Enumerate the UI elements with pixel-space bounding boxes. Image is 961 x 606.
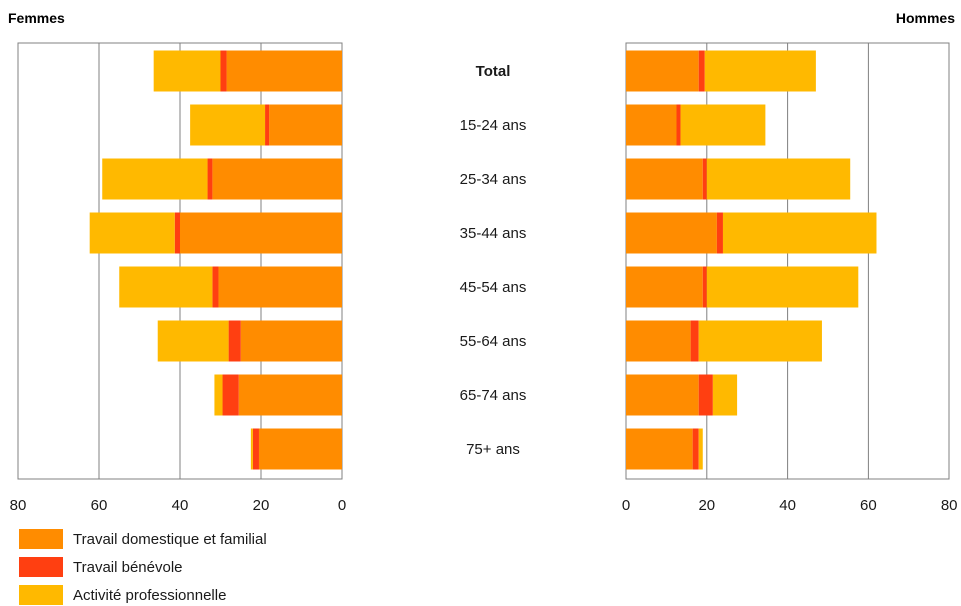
hommes-tick-label-20: 20 — [698, 497, 715, 514]
femmes-tick-label-60: 60 — [91, 497, 108, 514]
femmes-bar-activite-professionnelle-55-64-ans — [157, 320, 229, 362]
hommes-tick-label-80: 80 — [941, 497, 958, 514]
hommes-bar-travail-benevole-55-64-ans — [690, 320, 699, 362]
femmes-bar-travail-domestique-et-familial-35-44-ans — [180, 212, 342, 254]
femmes-tick-labels: 80 60 40 20 0 — [10, 497, 347, 514]
legend-label-travail-domestique-et-familial: Travail domestique et familial — [73, 531, 267, 548]
femmes-bar-activite-professionnelle-15-24-ans — [190, 104, 266, 146]
hommes-bar-travail-domestique-et-familial-45-54-ans — [626, 266, 703, 308]
hommes-tick-label-60: 60 — [860, 497, 877, 514]
femmes-bar-activite-professionnelle-65-74-ans — [214, 374, 223, 416]
femmes-bar-travail-benevole-total — [220, 50, 227, 92]
femmes-tick-label-80: 80 — [10, 497, 27, 514]
femmes-bar-travail-benevole-65-74-ans — [222, 374, 239, 416]
hommes-bar-travail-benevole-35-44-ans — [716, 212, 723, 254]
hommes-bar-travail-domestique-et-familial-25-34-ans — [626, 158, 703, 200]
femmes-bar-activite-professionnelle-45-54-ans — [119, 266, 213, 308]
hommes-bar-travail-domestique-et-familial-total — [626, 50, 699, 92]
femmes-bar-travail-benevole-15-24-ans — [265, 104, 270, 146]
category-label-25-34-ans: 25-34 ans — [460, 171, 527, 188]
hommes-bar-travail-benevole-45-54-ans — [702, 266, 707, 308]
femmes-bar-travail-domestique-et-familial-65-74-ans — [238, 374, 342, 416]
legend-swatch-travail-benevole — [19, 557, 63, 577]
hommes-bar-travail-benevole-65-74-ans — [698, 374, 713, 416]
femmes-bar-travail-domestique-et-familial-15-24-ans — [269, 104, 342, 146]
hommes-bar-activite-professionnelle-35-44-ans — [722, 212, 877, 254]
hommes-bar-travail-benevole-75plus-ans — [692, 428, 699, 470]
femmes-bar-travail-domestique-et-familial-55-64-ans — [240, 320, 342, 362]
femmes-bar-travail-domestique-et-familial-75plus-ans — [258, 428, 342, 470]
hommes-bar-activite-professionnelle-75plus-ans — [698, 428, 703, 470]
femmes-bar-travail-benevole-35-44-ans — [174, 212, 180, 254]
femmes-bars — [89, 50, 342, 470]
legend-swatch-activite-professionnelle — [19, 585, 63, 605]
hommes-bar-travail-domestique-et-familial-55-64-ans — [626, 320, 691, 362]
femmes-bar-activite-professionnelle-35-44-ans — [89, 212, 175, 254]
femmes-bar-activite-professionnelle-25-34-ans — [102, 158, 208, 200]
legend: Travail domestique et familial Travail bé… — [19, 529, 267, 605]
category-label-45-54-ans: 45-54 ans — [460, 279, 527, 296]
femmes-bar-travail-domestique-et-familial-total — [226, 50, 342, 92]
femmes-bar-travail-benevole-55-64-ans — [228, 320, 241, 362]
legend-swatch-travail-domestique-et-familial — [19, 529, 63, 549]
femmes-bar-travail-benevole-75plus-ans — [252, 428, 259, 470]
femmes-tick-label-20: 20 — [253, 497, 270, 514]
hommes-bar-activite-professionnelle-25-34-ans — [706, 158, 851, 200]
hommes-bar-travail-benevole-total — [698, 50, 705, 92]
category-labels: Total 15-24 ans 25-34 ans 35-44 ans 45-54 an… — [460, 63, 527, 458]
femmes-panel-title: Femmes — [8, 10, 65, 26]
hommes-bar-travail-domestique-et-familial-75plus-ans — [626, 428, 693, 470]
femmes-tick-label-0: 0 — [338, 497, 346, 514]
femmes-bar-travail-domestique-et-familial-25-34-ans — [212, 158, 342, 200]
femmes-bar-travail-benevole-25-34-ans — [207, 158, 213, 200]
hommes-tick-label-40: 40 — [779, 497, 796, 514]
femmes-tick-label-40: 40 — [172, 497, 189, 514]
hommes-panel-title: Hommes — [896, 10, 955, 26]
hommes-bar-activite-professionnelle-15-24-ans — [680, 104, 766, 146]
hommes-tick-labels: 0 20 40 60 80 — [622, 497, 958, 514]
femmes-bar-travail-benevole-45-54-ans — [212, 266, 219, 308]
hommes-bar-activite-professionnelle-45-54-ans — [706, 266, 859, 308]
legend-label-travail-benevole: Travail bénévole — [73, 559, 183, 576]
hommes-bar-travail-benevole-15-24-ans — [676, 104, 681, 146]
hommes-bar-travail-domestique-et-familial-15-24-ans — [626, 104, 677, 146]
hommes-bars — [626, 50, 877, 470]
category-label-55-64-ans: 55-64 ans — [460, 333, 527, 350]
category-label-75plus-ans: 75+ ans — [466, 441, 520, 458]
legend-label-activite-professionnelle: Activité professionnelle — [73, 587, 226, 604]
femmes-panel: 80 60 40 20 0 — [10, 42, 347, 514]
hommes-bar-activite-professionnelle-total — [704, 50, 816, 92]
category-label-total: Total — [476, 63, 511, 80]
category-label-15-24-ans: 15-24 ans — [460, 117, 527, 134]
femmes-bar-travail-domestique-et-familial-45-54-ans — [218, 266, 342, 308]
category-label-35-44-ans: 35-44 ans — [460, 225, 527, 242]
femmes-bar-activite-professionnelle-75plus-ans — [250, 428, 253, 470]
hommes-tick-label-0: 0 — [622, 497, 630, 514]
category-label-65-74-ans: 65-74 ans — [460, 387, 527, 404]
hommes-bar-travail-domestique-et-familial-35-44-ans — [626, 212, 717, 254]
hommes-bar-activite-professionnelle-55-64-ans — [698, 320, 822, 362]
hommes-bar-travail-benevole-25-34-ans — [702, 158, 707, 200]
hommes-bar-activite-professionnelle-65-74-ans — [712, 374, 738, 416]
hommes-panel: 0 20 40 60 80 — [622, 42, 958, 514]
femmes-bar-activite-professionnelle-total — [153, 50, 221, 92]
hommes-bar-travail-domestique-et-familial-65-74-ans — [626, 374, 699, 416]
